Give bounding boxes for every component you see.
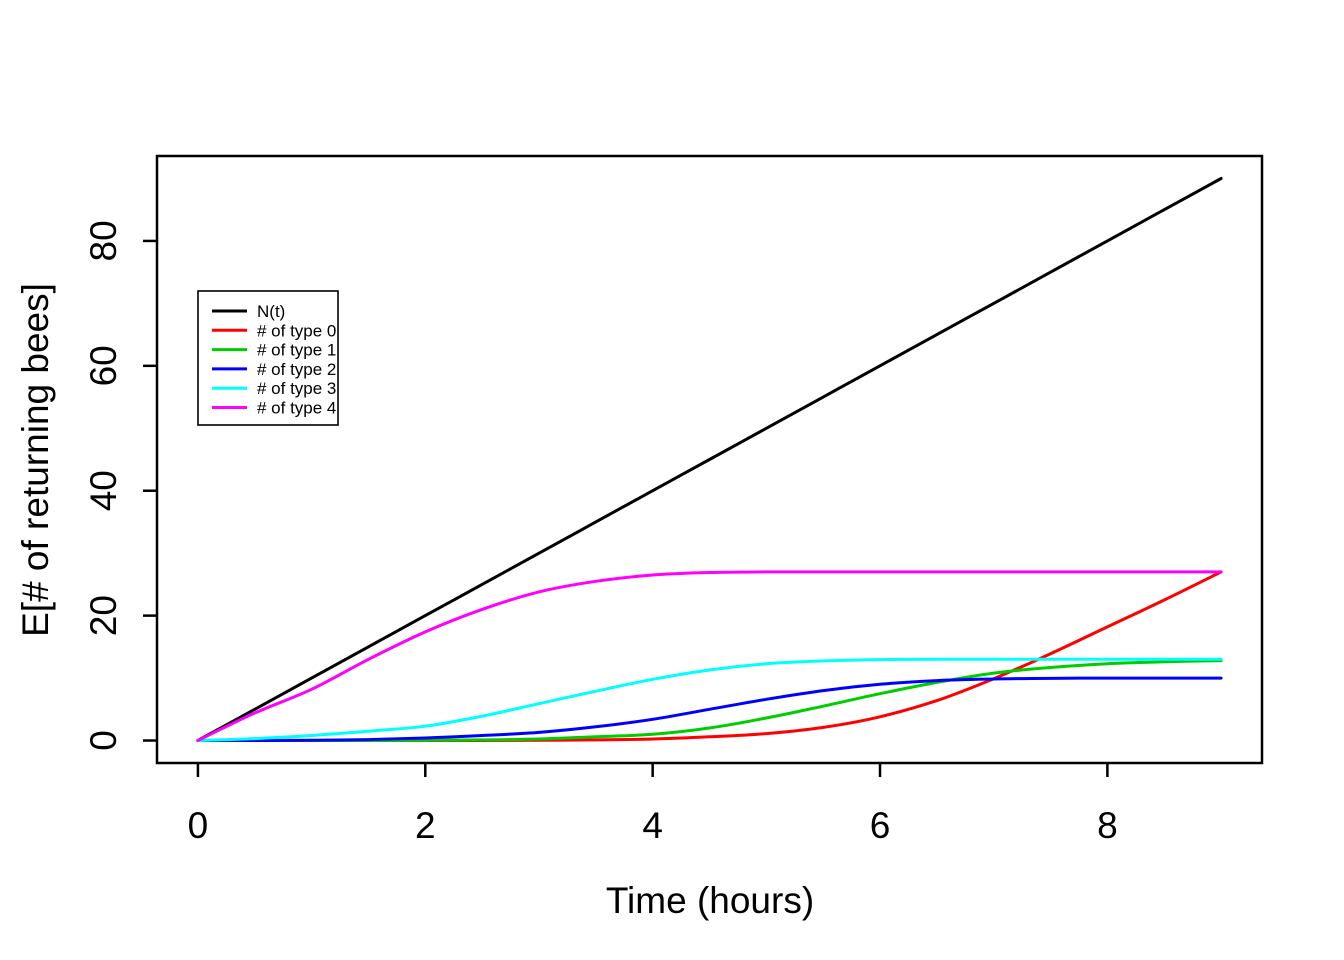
legend-label: # of type 2	[257, 360, 336, 379]
plot-box	[155, 154, 1264, 765]
legend-label: # of type 3	[257, 379, 336, 398]
x-axis-title: Time (hours)	[606, 880, 814, 921]
y-tick-label: 80	[83, 220, 124, 261]
x-tick-label: 6	[870, 805, 891, 846]
y-tick-label: 40	[83, 470, 124, 511]
x-tick-label: 2	[415, 805, 436, 846]
series-line-0	[196, 177, 1223, 742]
legend-box	[197, 290, 339, 426]
x-tick-label: 0	[188, 805, 209, 846]
y-tick-label: 60	[83, 345, 124, 386]
series-line-5	[196, 570, 1223, 742]
y-axis-title: E[# of returning bees]	[15, 283, 56, 637]
y-tick-label: 0	[83, 730, 124, 751]
y-tick-label: 20	[83, 595, 124, 636]
legend-label: # of type 0	[257, 321, 336, 340]
legend-label: # of type 1	[257, 341, 336, 360]
series-line-2	[196, 659, 1223, 742]
x-tick-label: 4	[642, 805, 663, 846]
legend-label: N(t)	[257, 302, 285, 321]
series-line-3	[196, 676, 1223, 742]
legend-label: # of type 4	[257, 399, 336, 418]
series-line-4	[196, 657, 1223, 742]
x-tick-label: 8	[1097, 805, 1118, 846]
